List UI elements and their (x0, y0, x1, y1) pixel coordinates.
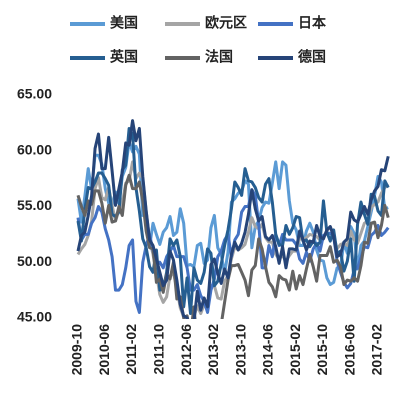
x-tick-label: 2015-10 (314, 324, 330, 376)
x-tick-label: 2014-06 (260, 324, 276, 376)
x-tick-label: 2011-02 (123, 324, 139, 375)
y-tick-label: 45.00 (17, 309, 52, 325)
plot-area (76, 119, 390, 319)
x-tick-label: 2009-10 (69, 324, 85, 376)
x-tick-label: 2015-02 (287, 324, 303, 376)
x-tick-label: 2013-02 (205, 324, 221, 376)
y-tick-label: 55.00 (17, 197, 52, 213)
series-line (76, 119, 390, 319)
legend-label: 欧元区 (205, 15, 247, 31)
x-tick-label: 2011-10 (151, 324, 167, 375)
legend-label: 法国 (205, 49, 233, 65)
y-tick-label: 60.00 (17, 141, 52, 157)
legend-label: 美国 (110, 15, 138, 31)
y-tick-label: 65.00 (17, 86, 52, 102)
x-tick-label: 2017-02 (369, 324, 385, 376)
legend-label: 英国 (109, 49, 138, 65)
x-tick-label: 2012-06 (178, 324, 194, 376)
series-line (76, 173, 390, 319)
x-tick-label: 2010-06 (96, 324, 112, 376)
x-tick-label: 2013-10 (232, 324, 248, 376)
y-tick-label: 50.00 (17, 253, 52, 269)
x-tick-label: 2016-06 (341, 324, 357, 376)
legend-label: 日本 (298, 15, 327, 31)
legend-label: 德国 (298, 49, 326, 65)
